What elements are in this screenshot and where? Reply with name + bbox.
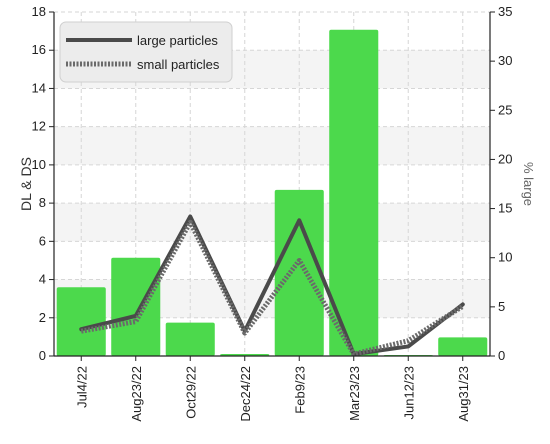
y-tick-label: 18	[32, 4, 46, 19]
bar-Jul4/22	[56, 287, 106, 356]
y2-tick-label: 10	[498, 250, 512, 265]
legend-label-small-particles: small particles	[137, 57, 220, 72]
legend-box	[59, 21, 233, 83]
line-series	[79, 214, 465, 357]
axes	[49, 11, 495, 361]
x-tick-label: Dec24/22	[238, 366, 253, 422]
x-tick-label: Jul4/22	[74, 366, 89, 408]
y2-tick-label: 5	[498, 299, 505, 314]
plot-band	[54, 203, 490, 242]
bar-series	[56, 29, 488, 356]
x-tick-label: Aug31/23	[456, 366, 471, 422]
line-small-particles	[80, 219, 465, 357]
plot-band	[54, 126, 490, 165]
y-axis-title: DL & DS	[18, 157, 34, 211]
y2-tick-label: 25	[498, 102, 512, 117]
tick-labels: 0 2 4 6 8 10 12 14 16 18 0 5 10 15 20 25 30 35 Jul4/22 Aug2…	[32, 4, 513, 422]
y2-tick-label: 35	[498, 4, 512, 19]
y2-tick-label: 30	[498, 53, 512, 68]
y-tick-label: 2	[39, 310, 46, 325]
y-tick-label: 6	[39, 233, 46, 248]
y2-axis-title: % large	[521, 162, 536, 206]
line-large-particles	[79, 214, 465, 357]
legend-label-large-particles: large particles	[137, 33, 218, 48]
bar-Oct29/22	[165, 322, 215, 356]
x-tick-label: Feb9/23	[292, 366, 307, 414]
bar-Feb9/23	[274, 189, 324, 356]
x-tick-label: Mar23/23	[347, 366, 362, 421]
y-tick-label: 14	[32, 80, 46, 95]
bar-Mar23/23	[329, 29, 379, 356]
bar-Aug23/22	[111, 257, 161, 356]
x-tick-label: Jun12/23	[401, 366, 416, 420]
bar-Aug31/23	[438, 337, 488, 356]
y2-tick-label: 15	[498, 201, 512, 216]
x-tick-label: Oct29/22	[183, 366, 198, 419]
legend: large particles small particles	[59, 21, 233, 83]
y-tick-label: 4	[39, 272, 46, 287]
y-tick-label: 16	[32, 42, 46, 57]
y2-tick-label: 20	[498, 151, 512, 166]
y-tick-label: 0	[39, 348, 46, 363]
y-tick-label: 8	[39, 195, 46, 210]
x-tick-label: Aug23/22	[129, 366, 144, 422]
y2-tick-label: 0	[498, 348, 505, 363]
y-tick-label: 10	[32, 157, 46, 172]
y-tick-label: 12	[32, 119, 46, 134]
